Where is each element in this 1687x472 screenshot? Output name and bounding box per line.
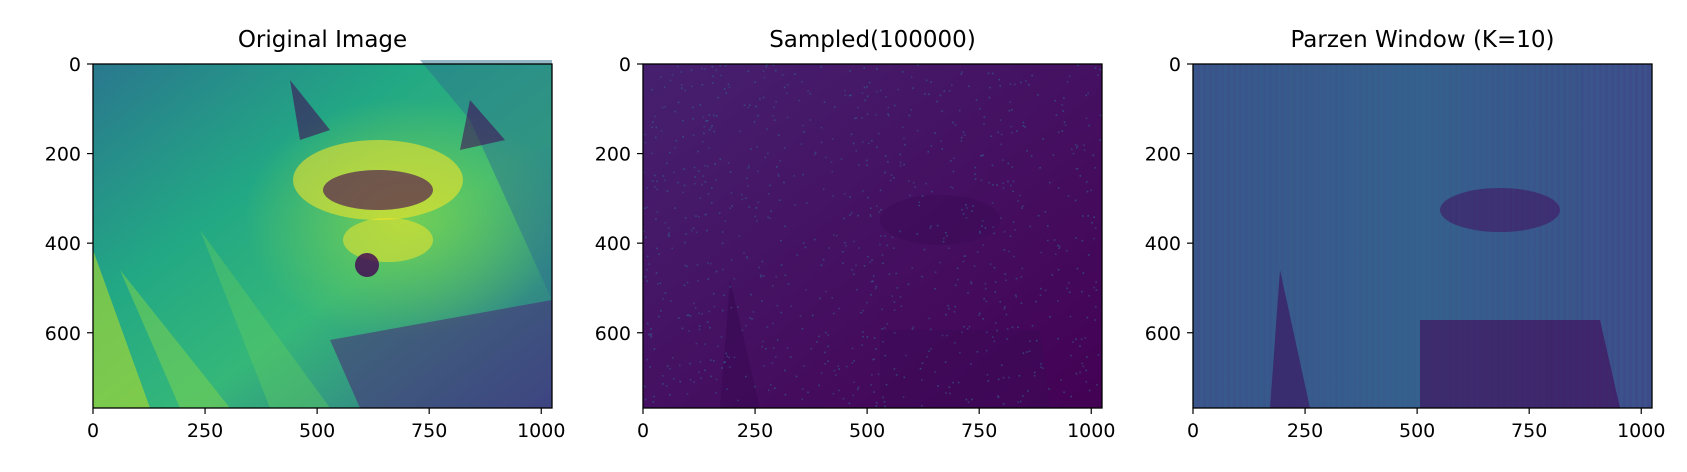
panel-original-image: Original Image 0 250 500 750 1000 0 200 400 600 <box>45 27 566 442</box>
x-tick-label: 250 <box>187 420 223 442</box>
y-tick-label: 600 <box>45 323 81 345</box>
x-tick-label: 0 <box>87 420 99 442</box>
x-tick-label: 250 <box>1287 420 1323 442</box>
panel-parzen-window: Parzen Window (K=10) 0 250 500 750 1000 0 200 40… <box>1145 27 1666 442</box>
image-parzen <box>1193 64 1652 408</box>
y-tick-label: 200 <box>595 144 631 166</box>
x-tick-label: 1000 <box>1067 420 1115 442</box>
x-tick-label: 500 <box>299 420 335 442</box>
y-tick-label: 200 <box>45 144 81 166</box>
y-tick-label: 400 <box>595 233 631 255</box>
image-sampled <box>643 64 1102 408</box>
y-tick-label: 400 <box>45 233 81 255</box>
image-original <box>93 60 552 408</box>
x-tick-label: 1000 <box>517 420 565 442</box>
y-tick-label: 0 <box>1169 54 1181 76</box>
panel-title: Sampled(100000) <box>769 27 976 53</box>
panel-sampled: Sampled(100000) 0 250 500 750 1000 0 200 400 600 <box>595 27 1116 442</box>
x-tick-label: 0 <box>1187 420 1199 442</box>
x-tick-label: 500 <box>1399 420 1435 442</box>
x-tick-label: 250 <box>737 420 773 442</box>
x-tick-label: 750 <box>1511 420 1547 442</box>
panel-title: Original Image <box>238 27 407 53</box>
x-tick-label: 750 <box>961 420 997 442</box>
y-tick-label: 0 <box>619 54 631 76</box>
y-tick-label: 600 <box>1145 323 1181 345</box>
x-tick-label: 1000 <box>1617 420 1665 442</box>
y-tick-label: 400 <box>1145 233 1181 255</box>
y-tick-label: 200 <box>1145 144 1181 166</box>
panel-title: Parzen Window (K=10) <box>1290 27 1554 53</box>
x-tick-label: 0 <box>637 420 649 442</box>
x-tick-label: 500 <box>849 420 885 442</box>
y-tick-label: 0 <box>69 54 81 76</box>
x-tick-label: 750 <box>411 420 447 442</box>
y-tick-label: 600 <box>595 323 631 345</box>
